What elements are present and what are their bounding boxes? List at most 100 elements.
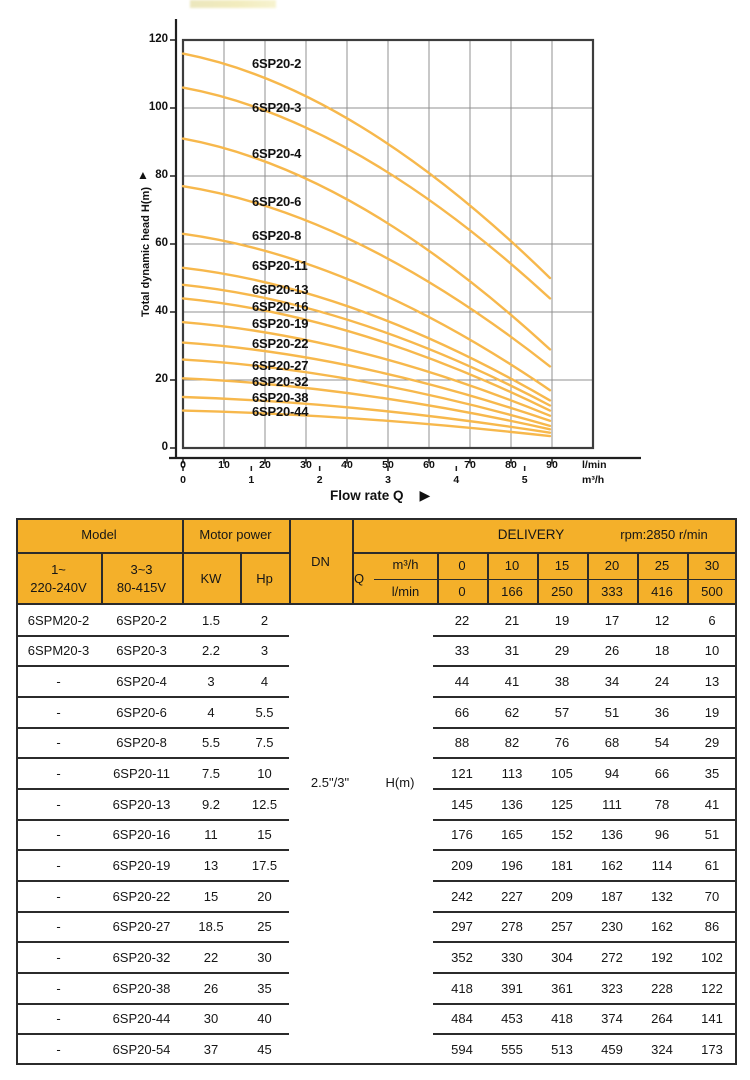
table-line <box>16 518 18 1065</box>
specs-table: Model Motor power DN DELIVERY rpm:2850 r… <box>16 518 737 1065</box>
cell-model-single-phase: - <box>56 796 61 812</box>
cell-head-value: 102 <box>701 950 723 966</box>
cell-head-value: 594 <box>451 1042 473 1058</box>
cell-model-single-phase: - <box>56 704 61 720</box>
cell-head-value: 324 <box>651 1042 673 1058</box>
cell-head-value: 57 <box>554 704 570 720</box>
curve-label: 6SP20-2 <box>252 55 302 71</box>
cell-head-value: 453 <box>501 1011 523 1027</box>
header-phase-single: 1~ 220-240V <box>30 561 87 595</box>
delivery-m3h-value: 0 <box>458 557 466 573</box>
table-line <box>433 665 737 668</box>
table-line <box>16 518 737 520</box>
cell-head-value: 122 <box>701 980 723 996</box>
cell-model-single-phase: - <box>56 1042 61 1058</box>
cell-head-value: 18 <box>654 643 670 659</box>
cell-head-value: 132 <box>651 888 673 904</box>
x-tick-label-m3h: 0 <box>180 474 186 486</box>
delivery-lmin-value: 166 <box>501 584 523 600</box>
cell-hp: 10 <box>257 766 272 782</box>
cell-head-value: 96 <box>654 827 670 843</box>
curve-label: 6SP20-6 <box>252 193 302 209</box>
cell-model-single-phase: - <box>56 980 61 996</box>
table-line <box>240 552 242 605</box>
x-tick-label-lmin: 70 <box>464 459 476 471</box>
header-lmin-unit: l/min <box>391 583 420 599</box>
cell-hp: 40 <box>257 1011 272 1027</box>
table-line <box>16 880 289 882</box>
delivery-lmin-value: 416 <box>651 584 673 600</box>
cell-head-value: 21 <box>504 612 520 628</box>
cell-kw: 5.5 <box>201 735 221 751</box>
cell-head-value: 176 <box>451 827 473 843</box>
cell-head-value: 162 <box>601 858 623 874</box>
x-axis-unit-m3h: m³/h <box>582 474 605 486</box>
cell-hp: 17.5 <box>251 858 278 874</box>
cell-head-value: 6 <box>708 612 716 628</box>
cell-model-single-phase: 6SPM20-3 <box>27 643 90 659</box>
cell-kw: 1.5 <box>201 612 221 628</box>
pump-curve-6SP20-6 <box>181 185 552 368</box>
up-arrow-icon: ▲ <box>137 168 149 182</box>
cell-head-value: 10 <box>704 643 720 659</box>
delivery-lmin-value: 500 <box>701 584 723 600</box>
curve-label: 6SP20-32 <box>252 373 309 389</box>
cell-head-value: 352 <box>451 950 473 966</box>
cell-head-value: 136 <box>501 796 523 812</box>
header-model: Model <box>81 527 117 543</box>
table-line <box>433 972 737 974</box>
x-tick-label-lmin: 10 <box>218 459 230 471</box>
cell-head-value: 31 <box>504 643 520 659</box>
y-tick-label: 60 <box>155 237 168 249</box>
header-hp: Hp <box>256 570 273 586</box>
pump-curve-6SP20-4 <box>181 137 552 351</box>
cell-head-value: 173 <box>701 1042 723 1058</box>
cell-head-value: 29 <box>554 643 570 659</box>
table-line <box>735 518 737 1065</box>
header-m3h-unit: m³/h <box>392 557 419 573</box>
pump-curve-6SP20-32 <box>181 377 552 431</box>
x-tick-label-m3h: 2 <box>316 474 323 486</box>
cell-head-value: 278 <box>501 919 523 935</box>
curve-label: 6SP20-8 <box>252 227 302 243</box>
cell-head-value: 272 <box>601 950 623 966</box>
table-line <box>16 552 289 554</box>
cell-head-value: 242 <box>451 888 473 904</box>
y-tick-label: 120 <box>148 33 168 45</box>
cell-head-value: 484 <box>451 1011 473 1027</box>
cell-hp: 5.5 <box>255 704 274 720</box>
table-line <box>16 757 289 760</box>
cell-model-three-phase: 6SP20-16 <box>112 827 171 843</box>
cell-kw: 9.2 <box>201 796 221 812</box>
cell-head-value: 165 <box>501 827 523 843</box>
curve-label: 6SP20-19 <box>252 315 309 331</box>
delivery-m3h-value: 25 <box>654 557 670 573</box>
cell-head-value: 304 <box>551 950 573 966</box>
curve-label: 6SP20-4 <box>252 145 302 161</box>
cell-model-single-phase: - <box>56 919 61 935</box>
table-line <box>16 665 289 668</box>
cell-head-value: 19 <box>554 612 570 628</box>
table-line <box>433 1033 737 1036</box>
cell-kw: 3 <box>207 674 215 690</box>
delivery-m3h-value: 30 <box>704 557 720 573</box>
table-line <box>433 696 737 698</box>
table-line <box>433 818 737 821</box>
pump-curve-6SP20-2 <box>181 52 552 280</box>
table-line <box>16 603 737 605</box>
table-line <box>16 1063 737 1065</box>
header-motor-power: Motor power <box>199 527 272 543</box>
x-tick-label-lmin: 30 <box>300 459 312 471</box>
cell-head-value: 94 <box>604 766 620 782</box>
cell-model-three-phase: 6SP20-3 <box>116 643 167 659</box>
cell-head-value: 44 <box>454 674 470 690</box>
pump-curve-6SP20-22 <box>181 341 552 422</box>
pump-curves-plot <box>169 19 641 471</box>
cell-kw: 2.2 <box>201 643 221 659</box>
cell-head-value: 78 <box>654 796 670 812</box>
right-arrow-icon: ▶ <box>419 487 431 503</box>
cell-hp: 4 <box>260 674 269 690</box>
delivery-lmin-value: 0 <box>458 584 466 600</box>
table-line <box>16 849 289 852</box>
table-line <box>433 757 737 760</box>
